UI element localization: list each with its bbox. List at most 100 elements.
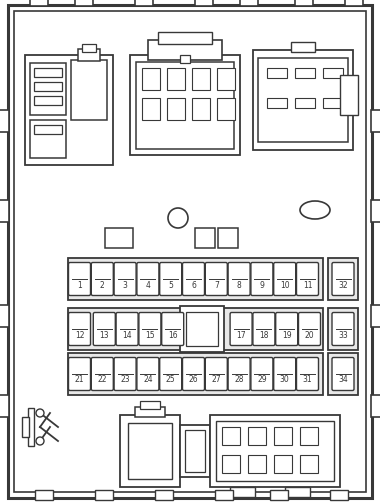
FancyBboxPatch shape (137, 358, 159, 390)
Bar (28, 408, 34, 446)
FancyBboxPatch shape (228, 263, 250, 295)
Bar (105, 228, 133, 248)
FancyBboxPatch shape (332, 263, 354, 295)
Circle shape (168, 208, 188, 228)
Text: 34: 34 (338, 376, 348, 384)
Bar (135, 0, 153, 6)
Bar (222, 455, 240, 473)
Circle shape (36, 437, 44, 445)
Bar (120, 415, 180, 487)
Bar (371, 305, 380, 327)
Bar (371, 200, 380, 222)
Bar (328, 258, 358, 300)
Text: 29: 29 (257, 376, 267, 384)
Text: 3: 3 (123, 281, 128, 290)
Bar (82, 44, 96, 52)
Text: 20: 20 (305, 330, 314, 340)
Bar (30, 63, 66, 115)
Bar (68, 258, 323, 300)
Text: 13: 13 (100, 330, 109, 340)
FancyBboxPatch shape (296, 263, 318, 295)
Text: 17: 17 (236, 330, 246, 340)
Bar (180, 306, 224, 352)
Text: 23: 23 (120, 376, 130, 384)
FancyBboxPatch shape (160, 263, 182, 295)
Bar (155, 490, 173, 500)
Bar (240, 0, 258, 6)
Bar (180, 425, 210, 477)
Bar (68, 353, 323, 395)
Bar (167, 98, 185, 120)
Bar (34, 125, 62, 134)
FancyBboxPatch shape (299, 312, 320, 346)
Bar (142, 98, 160, 120)
Bar (30, 0, 48, 6)
FancyBboxPatch shape (276, 312, 298, 346)
Text: 31: 31 (303, 376, 312, 384)
Bar (345, 0, 363, 6)
Bar (267, 98, 287, 108)
Text: 10: 10 (280, 281, 290, 290)
Text: 11: 11 (303, 281, 312, 290)
Bar (35, 490, 53, 500)
Text: 2: 2 (100, 281, 104, 290)
Text: 4: 4 (146, 281, 150, 290)
Bar (328, 353, 358, 395)
Text: 9: 9 (260, 281, 264, 290)
Bar (30, 120, 66, 158)
FancyBboxPatch shape (116, 312, 138, 346)
FancyBboxPatch shape (91, 263, 113, 295)
Text: 25: 25 (166, 376, 176, 384)
FancyBboxPatch shape (274, 358, 296, 390)
FancyBboxPatch shape (91, 358, 113, 390)
Bar (222, 427, 240, 445)
Bar (371, 395, 380, 417)
Bar (0, 305, 9, 327)
Text: 6: 6 (191, 281, 196, 290)
Bar (217, 98, 235, 120)
Bar (267, 68, 287, 78)
Bar (0, 110, 9, 132)
FancyBboxPatch shape (274, 263, 296, 295)
Bar (274, 455, 292, 473)
Bar (295, 68, 315, 78)
Text: 1: 1 (77, 281, 82, 290)
Bar (230, 487, 255, 497)
FancyBboxPatch shape (160, 358, 182, 390)
Bar (323, 68, 343, 78)
FancyBboxPatch shape (68, 312, 90, 346)
Bar (185, 430, 205, 472)
FancyBboxPatch shape (205, 358, 227, 390)
Bar (270, 490, 288, 500)
Bar (186, 312, 218, 346)
Bar (34, 82, 62, 91)
Bar (195, 228, 215, 248)
Bar (340, 75, 358, 115)
Bar (95, 490, 113, 500)
Bar (0, 200, 9, 222)
Bar (330, 490, 348, 500)
Bar (258, 58, 348, 142)
FancyBboxPatch shape (182, 263, 204, 295)
FancyBboxPatch shape (253, 312, 275, 346)
FancyBboxPatch shape (230, 312, 252, 346)
FancyBboxPatch shape (68, 358, 90, 390)
Bar (148, 40, 222, 60)
Bar (135, 407, 165, 417)
FancyBboxPatch shape (251, 263, 273, 295)
Bar (75, 0, 93, 6)
FancyBboxPatch shape (139, 312, 161, 346)
FancyBboxPatch shape (332, 358, 354, 390)
Ellipse shape (300, 201, 330, 219)
Bar (274, 427, 292, 445)
Bar (300, 427, 318, 445)
FancyBboxPatch shape (137, 263, 159, 295)
Text: 27: 27 (212, 376, 221, 384)
Text: 28: 28 (234, 376, 244, 384)
Bar (195, 0, 213, 6)
Text: 19: 19 (282, 330, 291, 340)
Bar (323, 98, 343, 108)
Bar (158, 32, 212, 44)
FancyBboxPatch shape (162, 312, 184, 346)
Bar (328, 308, 358, 350)
